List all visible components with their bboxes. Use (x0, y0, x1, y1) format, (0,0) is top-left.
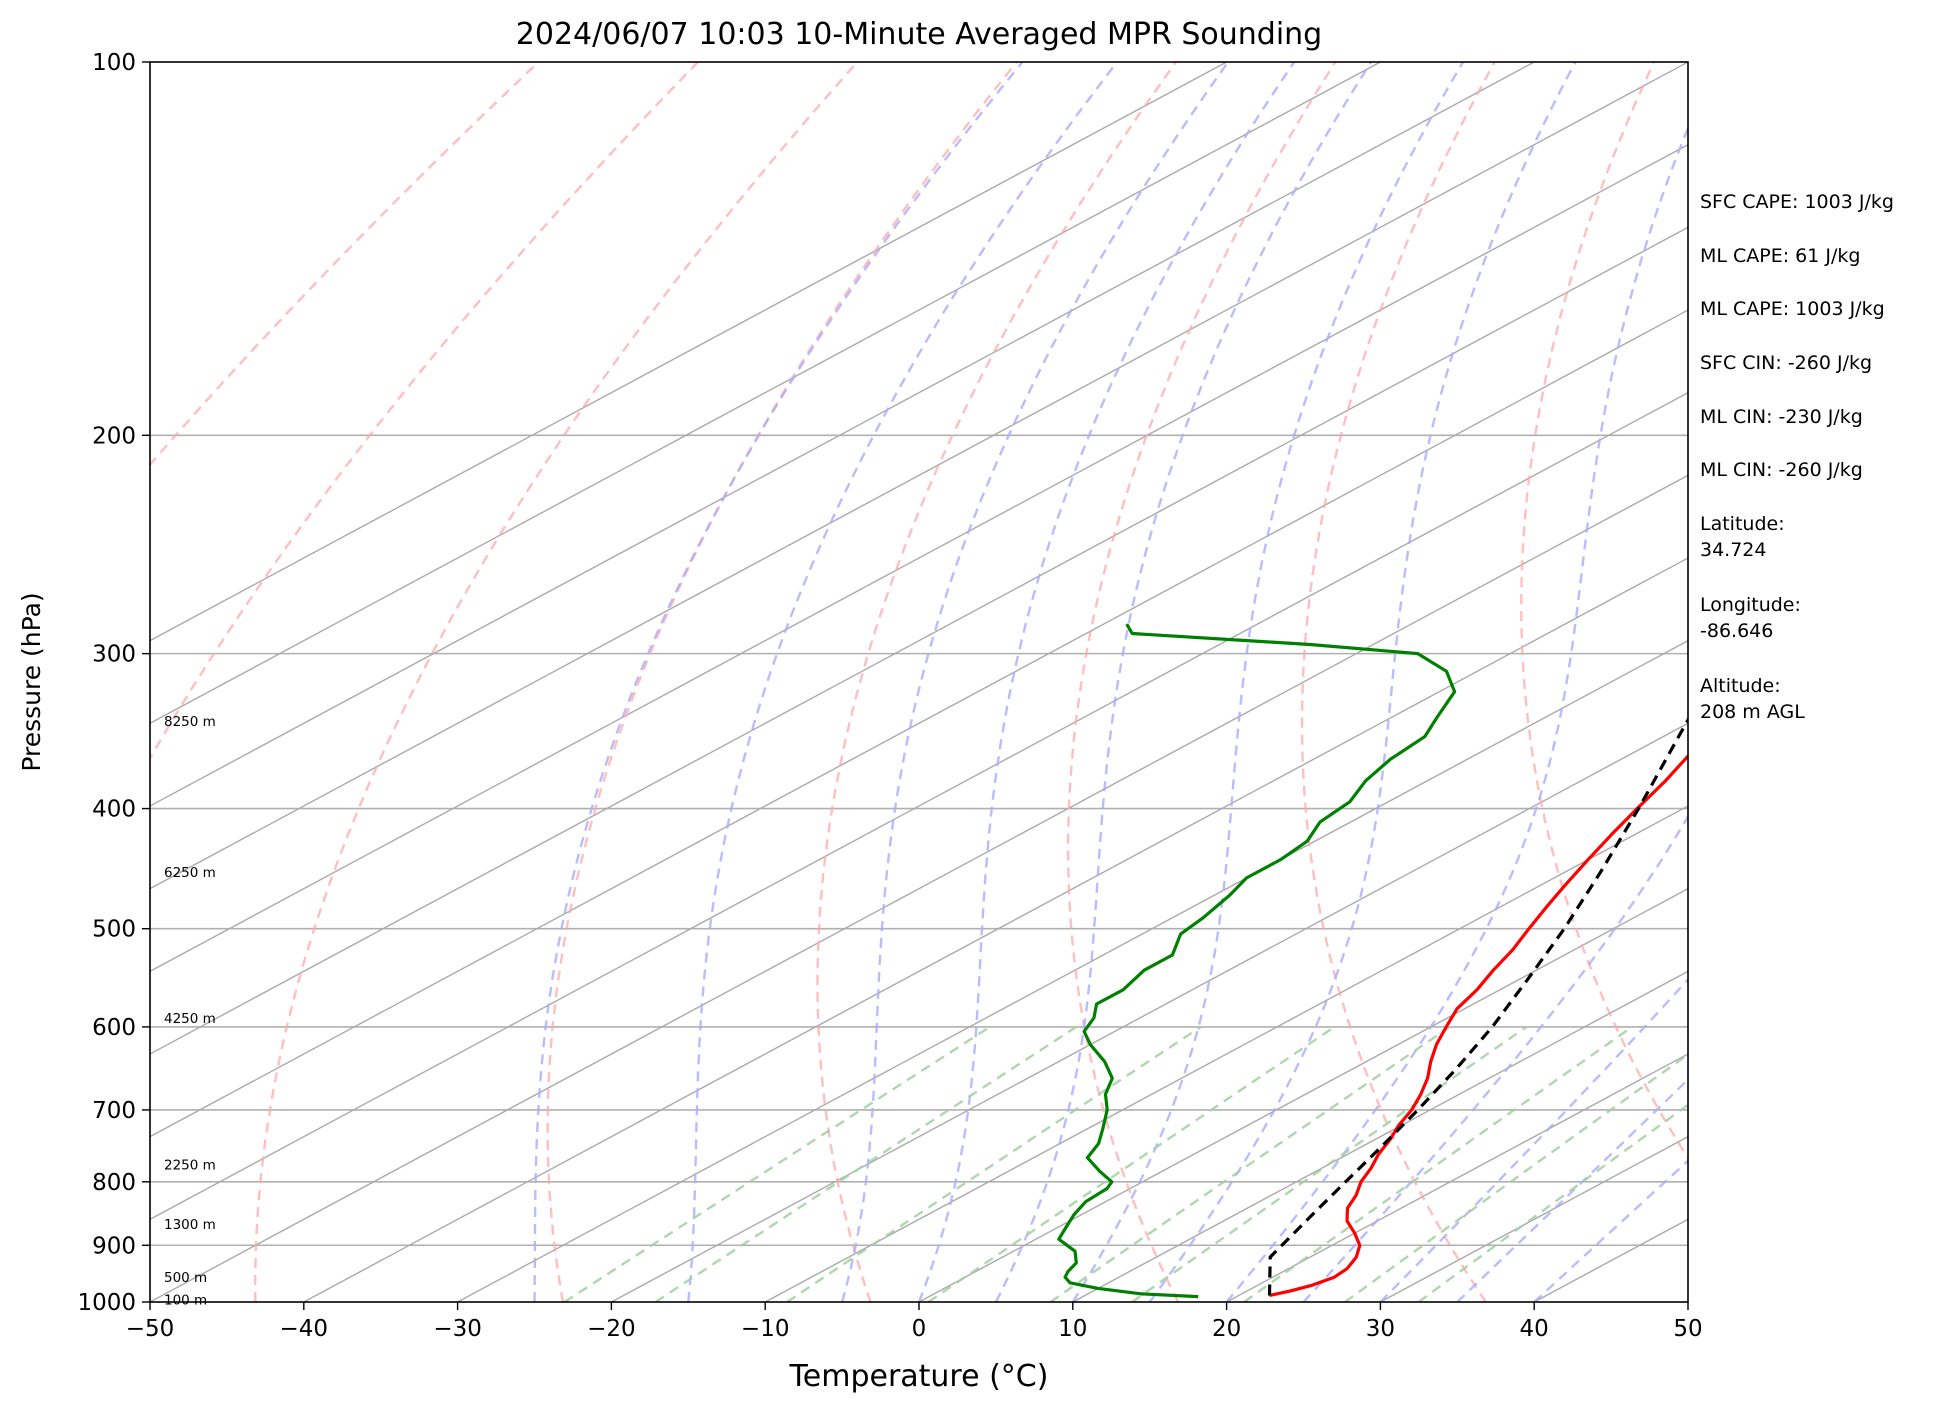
x-tick-label: 40 (1520, 1316, 1549, 1342)
longitude-text: Longitude: -86.646 (1700, 594, 1801, 642)
isotherm (150, 143, 1688, 973)
isotherm (150, 391, 1688, 1221)
isotherm (1226, 1053, 1688, 1302)
isotherm (457, 639, 1688, 1302)
height-label: 8250 m (164, 714, 216, 730)
mixing-ratio-line (786, 1025, 1202, 1302)
x-tick-label: −50 (126, 1316, 175, 1342)
parcel-profile (1267, 716, 1688, 1296)
ml-cin-text: ML CIN: -230 J/kg (1700, 406, 1863, 428)
dry-adiabat (1300, 62, 1496, 1302)
chart-title: 2024/06/07 10:03 10-Minute Averaged MPR … (516, 17, 1322, 52)
x-tick-label: −30 (433, 1316, 482, 1342)
isotherm (611, 722, 1688, 1302)
sfc-cin-text: SFC CIN: -260 J/kg (1700, 352, 1873, 374)
x-tick-label: 50 (1673, 1316, 1702, 1342)
isotherm (150, 62, 1535, 807)
y-tick-label: 200 (92, 423, 136, 449)
mixing-ratio-line (563, 1025, 991, 1302)
latitude-text: Latitude: 34.724 (1700, 513, 1785, 561)
isotherm (150, 62, 1688, 890)
height-label: 1300 m (164, 1217, 216, 1233)
dry-adiabat (1923, 62, 1936, 1302)
x-tick-label: −40 (280, 1316, 329, 1342)
y-axis-label: Pressure (hPa) (17, 592, 46, 771)
isotherm (150, 62, 1381, 725)
isotherm (918, 887, 1688, 1302)
moist-adiabat (994, 62, 1373, 1302)
isotherm (150, 474, 1688, 1302)
height-label: 500 m (164, 1270, 207, 1286)
mixing-ratio-line (1243, 1025, 1633, 1302)
ml-cape-text: ML CAPE: 61 J/kg (1700, 245, 1861, 267)
mixing-ratio-line (1344, 1053, 1688, 1302)
dewpoint-profile (1057, 623, 1457, 1299)
x-tick-label: −10 (741, 1316, 790, 1342)
dry-adiabat (1066, 62, 1337, 1302)
isotherm (150, 309, 1688, 1138)
moist-adiabat (1456, 1077, 1688, 1302)
y-tick-label: 900 (92, 1233, 136, 1259)
sfc-cape-text: SFC CAPE: 1003 J/kg (1700, 191, 1894, 213)
mixing-ratio-line (1049, 1025, 1451, 1302)
x-tick-label: −20 (587, 1316, 636, 1342)
x-tick-label: 0 (912, 1316, 927, 1342)
mixing-ratio-line (1131, 1025, 1528, 1302)
isotherm (150, 226, 1688, 1055)
x-tick-label: 30 (1366, 1316, 1395, 1342)
moist-adiabat (1148, 62, 1577, 1302)
x-tick-label: 20 (1212, 1316, 1241, 1342)
isotherm (764, 805, 1688, 1302)
ml-cape-text-2: ML CAPE: 1003 J/kg (1700, 298, 1885, 320)
ml-cin-text-2: ML CIN: -260 J/kg (1700, 459, 1863, 481)
x-axis-label: Temperature (°C) (789, 1359, 1049, 1394)
height-label: 100 m (164, 1292, 207, 1308)
moist-adiabat (687, 62, 1118, 1302)
y-tick-label: 400 (92, 797, 136, 823)
height-label: 4250 m (164, 1011, 216, 1027)
y-tick-label: 1000 (77, 1290, 136, 1316)
dry-adiabat (150, 62, 699, 761)
y-tick-label: 300 (92, 642, 136, 668)
altitude-text: Altitude: 208 m AGL (1700, 675, 1805, 723)
y-tick-label: 500 (92, 917, 136, 943)
temperature-profile (1269, 753, 1688, 1298)
moist-adiabat (840, 62, 1230, 1302)
mixing-ratio-line (927, 1025, 1336, 1302)
isotherm (1072, 970, 1688, 1302)
moist-adiabat (917, 62, 1296, 1302)
dry-adiabat (816, 62, 1177, 1302)
mixing-ratio-line (654, 1025, 1077, 1302)
height-label: 6250 m (164, 865, 216, 881)
y-tick-label: 600 (92, 1015, 136, 1041)
dry-adiabat (1520, 62, 1688, 1161)
isotherm (303, 557, 1688, 1302)
dry-adiabat (254, 62, 859, 1302)
moist-adiabat (1225, 125, 1688, 1302)
dry-adiabat (150, 62, 540, 467)
y-tick-label: 700 (92, 1098, 136, 1124)
isotherm (150, 62, 1227, 642)
y-tick-label: 800 (92, 1170, 136, 1196)
x-tick-label: 10 (1058, 1316, 1087, 1342)
dry-adiabat (546, 62, 1018, 1302)
moist-adiabat (533, 62, 1024, 1302)
y-tick-label: 100 (92, 50, 136, 76)
height-label: 2250 m (164, 1158, 216, 1174)
